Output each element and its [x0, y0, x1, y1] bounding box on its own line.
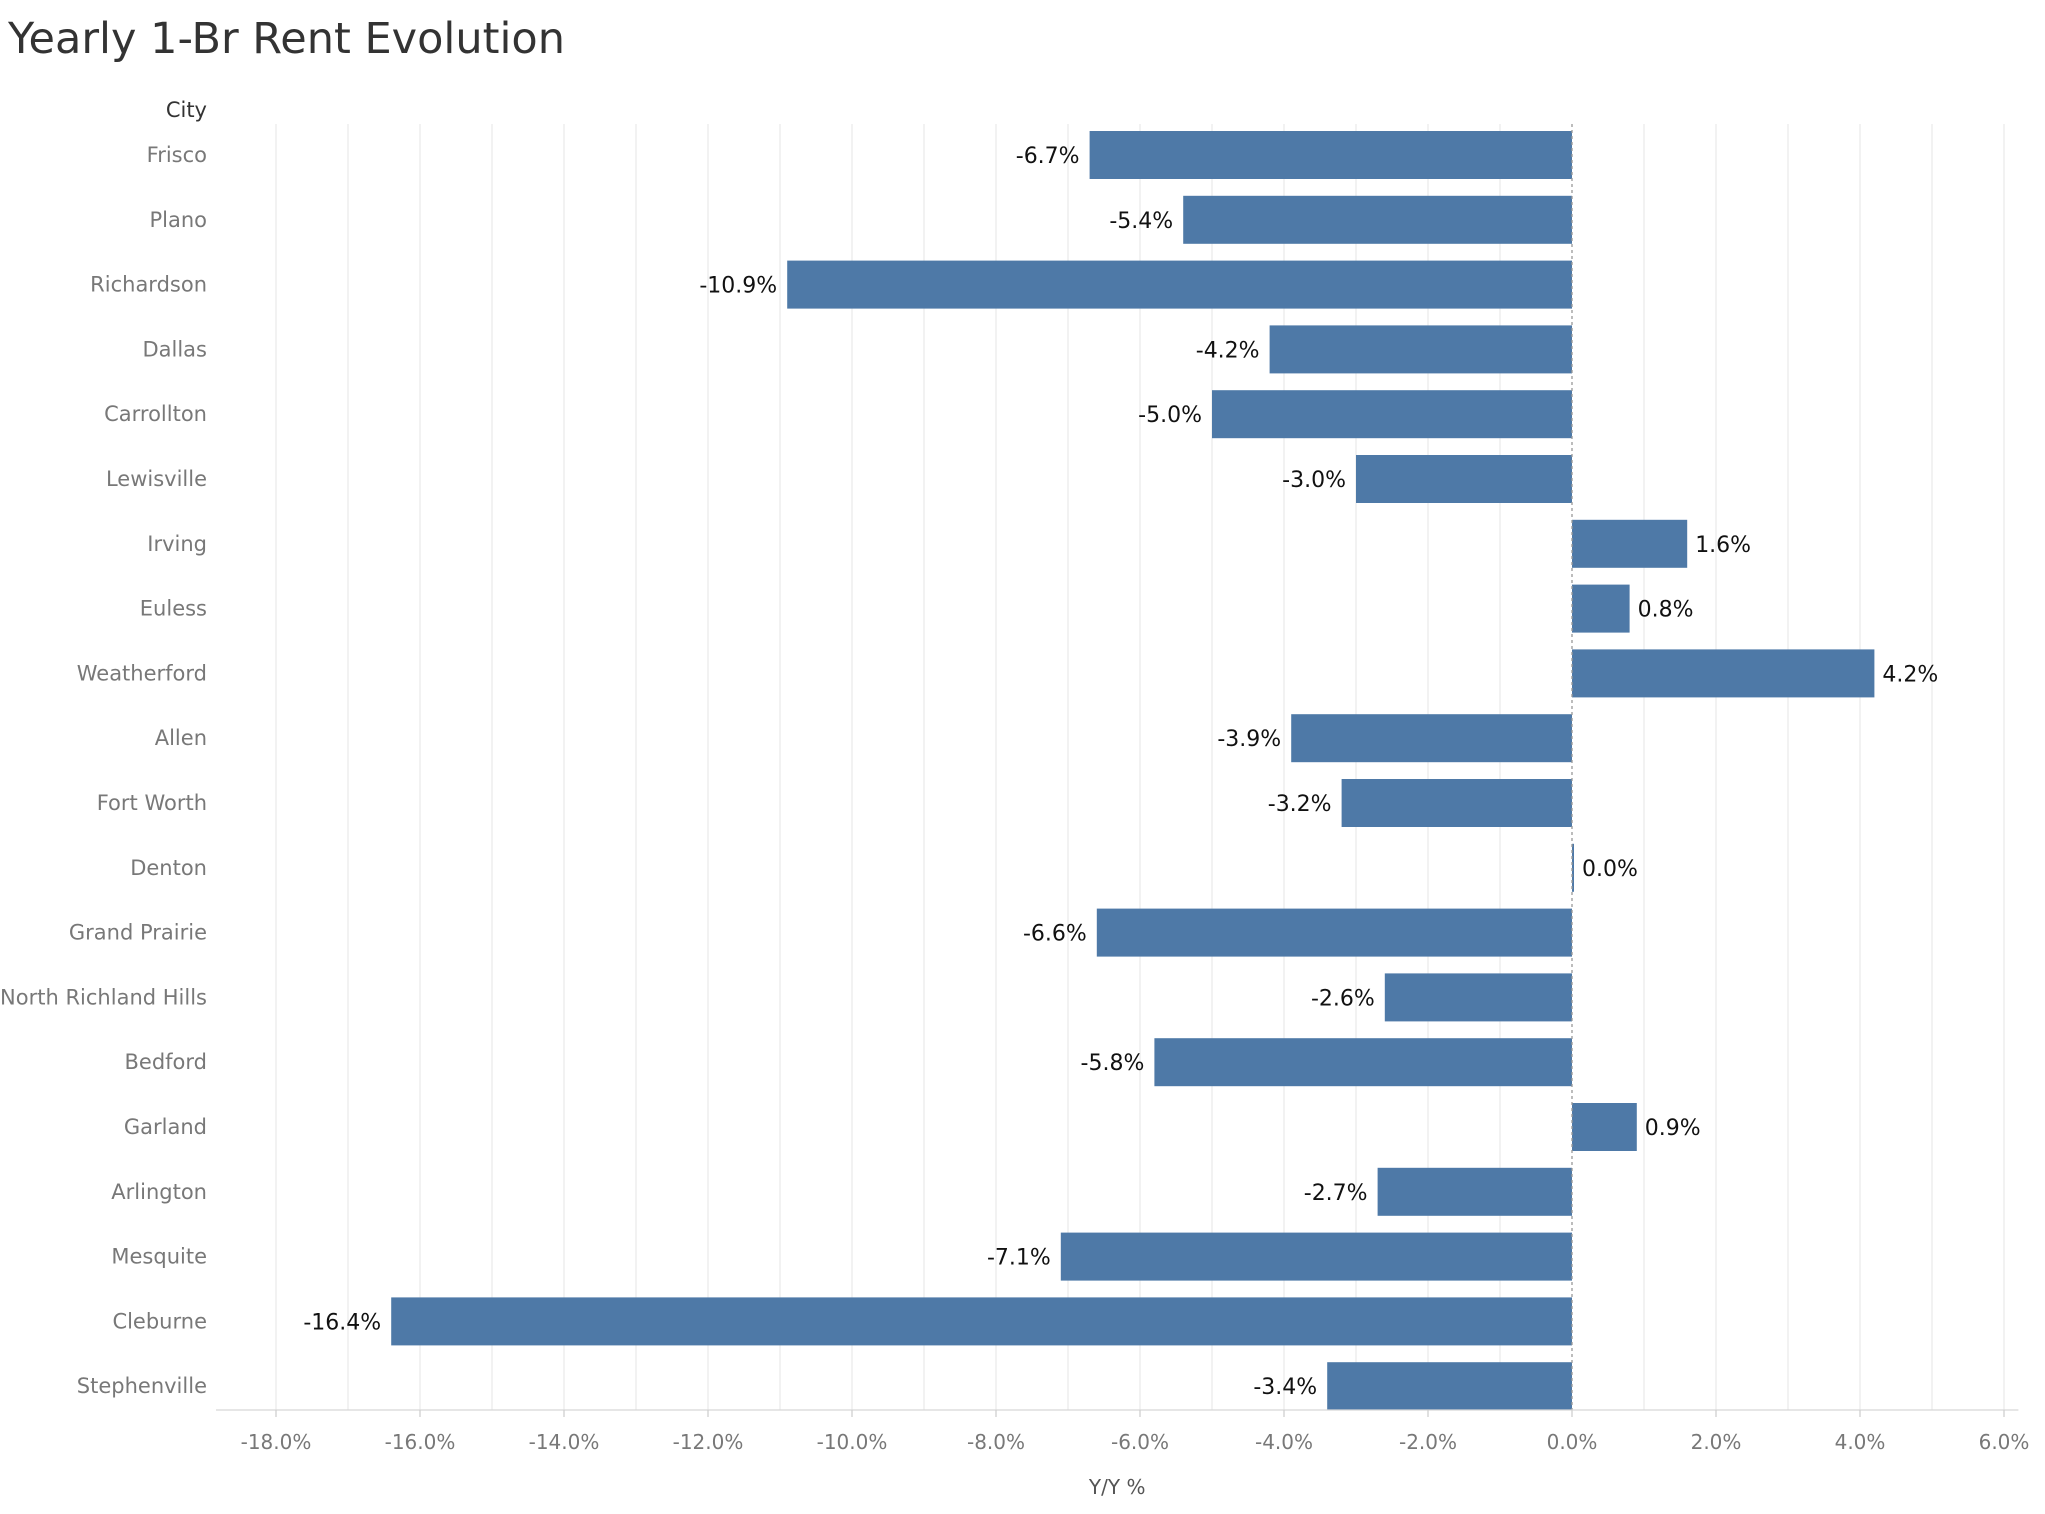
bar [1089, 131, 1572, 179]
bar [1572, 1103, 1637, 1151]
grid-lines [275, 124, 2005, 1410]
x-tick-label: -6.0% [1111, 1430, 1169, 1454]
city-label: Denton [130, 856, 207, 880]
x-tick-label: -12.0% [673, 1430, 744, 1454]
data-label: 0.0% [1582, 857, 1638, 882]
row-header: City [166, 98, 207, 122]
bar [1212, 390, 1572, 439]
city-label: Arlington [111, 1180, 207, 1204]
city-label: Lewisville [106, 467, 207, 491]
data-labels: -6.7% -5.4% -10.9% -4.2% -5.0% -3.0% 1.6% 0.8% 4… [303, 144, 1938, 1400]
bar [1060, 1232, 1572, 1281]
data-label: -5.4% [1109, 209, 1173, 234]
bar [1572, 584, 1630, 633]
bar [1377, 1167, 1572, 1216]
bar [1572, 649, 1875, 698]
chart-title: Yearly 1-Br Rent Evolution [8, 14, 565, 64]
x-tick-label: -18.0% [241, 1430, 312, 1454]
city-label: Garland [124, 1115, 207, 1139]
city-label: Bedford [125, 1050, 208, 1074]
city-label: North Richland Hills [0, 985, 207, 1009]
data-label: 1.6% [1695, 533, 1751, 558]
city-labels: Frisco Plano Richardson Dallas Carrollton Lew… [0, 143, 207, 1398]
data-label: -5.8% [1081, 1051, 1145, 1076]
x-tick-label: -14.0% [529, 1430, 600, 1454]
bar [1183, 195, 1572, 244]
city-label: Mesquite [111, 1245, 207, 1269]
x-tick-label: 0.0% [1547, 1430, 1598, 1454]
data-label: 0.8% [1638, 598, 1694, 623]
data-label: 0.9% [1645, 1116, 1701, 1141]
city-label: Dallas [142, 337, 207, 361]
city-label: Carrollton [104, 402, 207, 426]
data-label: -2.6% [1311, 986, 1375, 1011]
city-label: Grand Prairie [69, 921, 207, 945]
bar [1572, 519, 1688, 568]
data-label: -4.2% [1196, 338, 1260, 363]
bars [391, 131, 1875, 1411]
city-label: Richardson [90, 273, 207, 297]
bar [1327, 1362, 1572, 1411]
data-label: -7.1% [987, 1246, 1051, 1271]
bar [1269, 325, 1572, 374]
x-tick-label: 6.0% [1979, 1430, 2030, 1454]
bar [1572, 843, 1574, 892]
city-label: Weatherford [77, 661, 207, 685]
x-tick-label: -8.0% [967, 1430, 1025, 1454]
city-label: Euless [140, 597, 207, 621]
data-label: -3.4% [1253, 1375, 1317, 1400]
bar [787, 260, 1572, 309]
bar [1291, 714, 1572, 763]
data-label: -3.2% [1268, 792, 1332, 817]
data-label: -3.9% [1217, 727, 1281, 752]
x-tick-label: -16.0% [385, 1430, 456, 1454]
x-tick-label: -2.0% [1399, 1430, 1457, 1454]
bar [1356, 455, 1572, 503]
data-label: -16.4% [303, 1310, 381, 1335]
data-label: -5.0% [1138, 403, 1202, 428]
city-label: Fort Worth [97, 791, 207, 815]
data-label: -2.7% [1304, 1181, 1368, 1206]
data-label: -10.9% [699, 274, 777, 299]
x-tick-label: -10.0% [817, 1430, 888, 1454]
x-axis-title: Y/Y % [1088, 1475, 1146, 1499]
data-label: -3.0% [1282, 468, 1346, 493]
city-label: Allen [155, 726, 207, 750]
city-label: Plano [149, 208, 207, 232]
city-label: Cleburne [112, 1309, 207, 1333]
data-label: -6.6% [1023, 922, 1087, 947]
x-axis-ticks: -18.0% -16.0% -14.0% -12.0% -10.0% -8.0% -6.0%… [241, 1410, 2030, 1454]
city-label: Stephenville [77, 1374, 207, 1398]
city-label: Frisco [147, 143, 207, 167]
bar [1154, 1038, 1572, 1087]
data-label: -6.7% [1016, 144, 1080, 169]
x-tick-label: -4.0% [1255, 1430, 1313, 1454]
bar [1096, 908, 1572, 957]
city-label: Irving [147, 532, 207, 556]
bar [1341, 779, 1572, 827]
x-tick-label: 4.0% [1835, 1430, 1886, 1454]
bar [391, 1297, 1573, 1346]
bar [1384, 973, 1572, 1022]
x-tick-label: 2.0% [1691, 1430, 1742, 1454]
data-label: 4.2% [1882, 662, 1938, 687]
